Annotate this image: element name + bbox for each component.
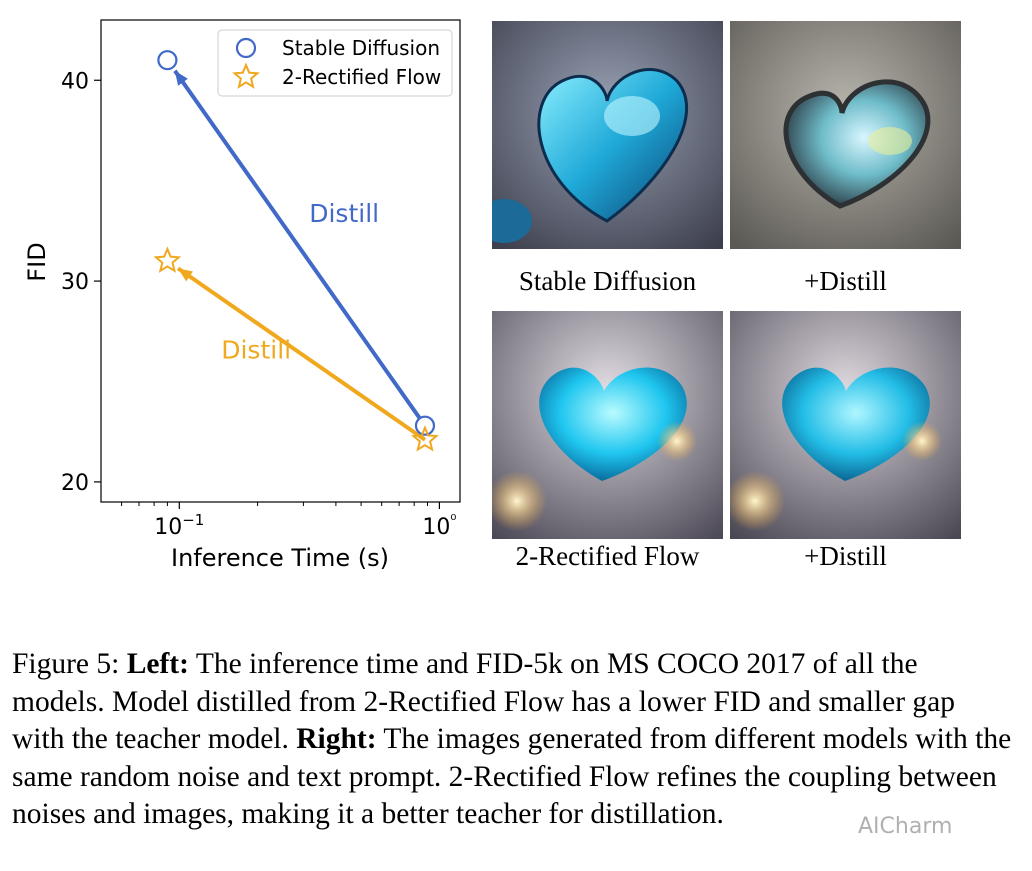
y-tick-label: 20 xyxy=(61,471,89,496)
distill-arrows: Distill Distill xyxy=(173,69,427,442)
fid-chart: 20 30 40 10−1 10⁰ Distill Distill FID Inferen… xyxy=(0,0,480,600)
legend-label-stable-diffusion: Stable Diffusion xyxy=(282,36,440,60)
star-marker xyxy=(411,425,439,452)
image-rectified-flow xyxy=(492,311,723,539)
plot-frame xyxy=(100,19,461,503)
caption-stable-diffusion-distill: +Distill xyxy=(804,266,887,296)
axis-ticks: 20 30 40 10−1 10⁰ xyxy=(61,69,456,540)
left-text: The inference time and FID-5k on MS COCO… xyxy=(12,648,955,756)
image-rectified-flow-distill xyxy=(730,311,961,539)
x-tick-label: 10⁰ xyxy=(422,511,456,540)
distill-arrow-head xyxy=(178,268,194,282)
y-axis-label: FID xyxy=(23,242,51,281)
y-tick-label: 40 xyxy=(61,69,89,94)
caption-rectified-flow-distill: +Distill xyxy=(804,541,887,571)
legend: Stable Diffusion 2-Rectified Flow xyxy=(217,29,453,97)
right-text: The images generated from different mode… xyxy=(12,723,1012,831)
figure-label: Figure 5: xyxy=(12,648,120,680)
x-tick-label: 10−1 xyxy=(154,511,204,540)
distill-arrow-label: Distill xyxy=(221,335,291,364)
image-stable-diffusion xyxy=(492,21,723,249)
caption-stable-diffusion: Stable Diffusion xyxy=(518,266,697,296)
star-marker xyxy=(153,246,182,273)
distill-arrow-line xyxy=(173,69,427,427)
circle-marker xyxy=(157,50,178,71)
left-label: Left: xyxy=(126,648,189,680)
x-axis-label: Inference Time (s) xyxy=(171,544,389,572)
caption-rectified-flow: 2-Rectified Flow xyxy=(515,541,700,571)
watermark: AICharm xyxy=(858,814,953,839)
legend-circle-marker xyxy=(235,37,257,59)
y-tick-label: 30 xyxy=(61,270,89,295)
figure-caption: Figure 5: Left: The inference time and F… xyxy=(12,646,1012,834)
data-points xyxy=(153,50,439,452)
legend-star-marker xyxy=(232,62,260,89)
distill-arrow-head xyxy=(174,70,188,86)
legend-label-rectified-flow: 2-Rectified Flow xyxy=(282,65,441,89)
fid-chart-svg: 20 30 40 10−1 10⁰ Distill Distill FID Inferen… xyxy=(23,19,461,572)
distill-arrow-line xyxy=(176,266,427,442)
legend-box xyxy=(217,29,453,97)
right-label: Right: xyxy=(296,723,377,756)
image-stable-diffusion-distill xyxy=(730,21,961,249)
distill-arrow-label: Distill xyxy=(309,199,379,228)
